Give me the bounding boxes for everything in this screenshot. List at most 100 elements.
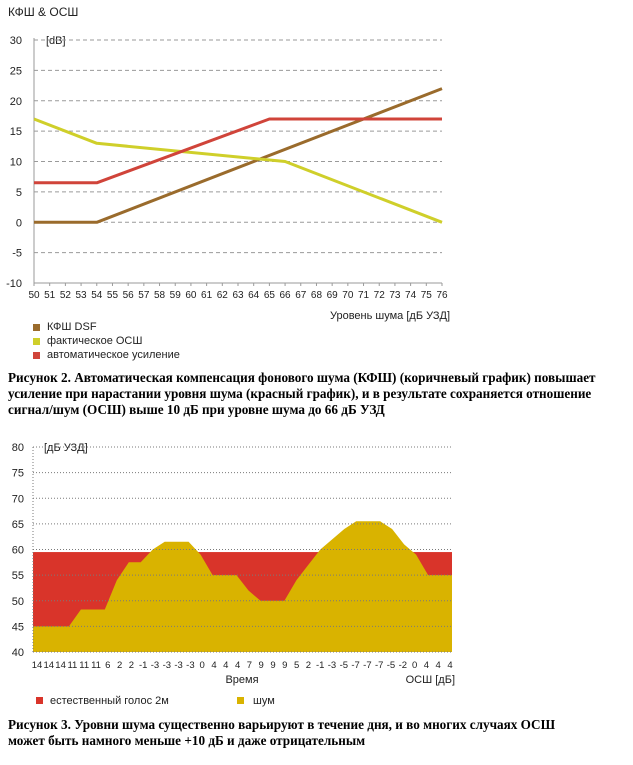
chart2-x-tick: -7 — [363, 660, 371, 671]
chart1-legend: КФШ DSF фактическое ОСШ автоматическое у… — [33, 320, 180, 362]
chart2-x-tick: 14 — [55, 660, 66, 671]
legend-swatch-actual-snr — [33, 337, 40, 345]
legend-label-dsf: КФШ DSF — [47, 321, 97, 333]
chart2-y-tick: 65 — [12, 519, 24, 531]
chart2-x-tick: 0 — [412, 660, 417, 671]
chart1-x-tick: 75 — [421, 290, 433, 301]
chart2-x-tick: -3 — [186, 660, 194, 671]
chart1-x-tick: 62 — [217, 290, 229, 301]
chart2-x-tick: 11 — [79, 660, 89, 671]
chart1-series-line-2 — [34, 117, 442, 185]
chart1-series-line-0 — [34, 87, 443, 224]
chart1-x-tick: 64 — [248, 290, 260, 301]
chart2-x-tick: -3 — [328, 660, 336, 671]
chart2-x-tick: 9 — [282, 660, 287, 671]
figure2-caption: Рисунок 2. Автоматическая компенсация фо… — [8, 370, 596, 417]
legend-item-auto-gain: автоматическое усиление — [33, 348, 180, 362]
chart2-x-tick: -2 — [399, 660, 407, 671]
chart1-x-tick: 53 — [76, 290, 88, 301]
chart1-x-tick: 63 — [232, 290, 244, 301]
chart2-x-tick: 4 — [436, 660, 441, 671]
chart2-x-tick: 2 — [306, 660, 311, 671]
chart1-x-tick: 59 — [170, 290, 182, 301]
chart1-x-tick: 76 — [436, 290, 448, 301]
chart1-x-tick: 54 — [91, 290, 103, 301]
chart1-x-tick: 52 — [60, 290, 72, 301]
chart2-x-tick: 4 — [424, 660, 429, 671]
chart1-x-tick: 70 — [342, 290, 354, 301]
chart2-x-tick: 6 — [105, 660, 110, 671]
chart1-y-tick: -10 — [6, 278, 22, 290]
chart1-x-tick: 56 — [123, 290, 135, 301]
chart2-x-tick: 14 — [44, 660, 55, 671]
legend-label-noise: шум — [253, 695, 275, 707]
chart1-y-tick: 15 — [10, 126, 22, 138]
chart2-x-tick: 4 — [235, 660, 240, 671]
legend-swatch-auto-gain — [33, 351, 40, 359]
chart2-x-tick: -7 — [351, 660, 359, 671]
legend-label-actual-snr: фактическое ОСШ — [47, 335, 143, 347]
chart2-x-tick: -1 — [139, 660, 147, 671]
legend-swatch-noise — [237, 697, 244, 704]
chart1-y-tick: 30 — [10, 35, 22, 47]
chart1-title: КФШ & ОСШ — [8, 5, 78, 19]
chart2-x-tick: 11 — [91, 660, 101, 671]
chart1-y-tick: 5 — [16, 187, 22, 199]
chart1-y-tick: 0 — [16, 217, 22, 229]
chart2-y-tick: 75 — [12, 468, 24, 480]
chart1-x-tick: 61 — [201, 290, 213, 301]
chart1-x-tick: 50 — [28, 290, 40, 301]
chart1-x-tick: 57 — [138, 290, 150, 301]
chart1-x-tick: 72 — [374, 290, 386, 301]
legend-swatch-dsf — [33, 323, 40, 331]
chart2-x-tick: -1 — [316, 660, 324, 671]
chart1-x-tick: 73 — [389, 290, 401, 301]
chart2-x-tick: 4 — [211, 660, 216, 671]
chart2-y-tick: 80 — [12, 442, 24, 454]
legend-item-actual-snr: фактическое ОСШ — [33, 334, 180, 348]
chart2-y-tick: 60 — [12, 545, 24, 557]
chart2-x-tick: 2 — [117, 660, 122, 671]
chart2-x-tick: -3 — [151, 660, 159, 671]
chart1-x-tick: 69 — [327, 290, 339, 301]
chart1-x-tick: 66 — [280, 290, 292, 301]
chart2-x-tick: -7 — [375, 660, 383, 671]
chart2-y-tick: 50 — [12, 596, 24, 608]
figure3-caption: Рисунок 3. Уровни шума существенно варьи… — [8, 717, 556, 748]
chart2-x-label: Время — [225, 674, 258, 686]
chart2-x-tick: 9 — [270, 660, 275, 671]
chart1-x-tick: 58 — [154, 290, 166, 301]
chart2-noise-area — [33, 521, 452, 652]
chart2-y-tick: 55 — [12, 570, 24, 582]
legend-label-natural-voice: естественный голос 2м — [50, 695, 169, 707]
legend-label-auto-gain: автоматическое усиление — [47, 349, 180, 361]
chart2-x-tick: -3 — [174, 660, 182, 671]
chart1-y-tick: 20 — [10, 96, 22, 108]
chart1-x-tick: 68 — [311, 290, 323, 301]
chart1-x-tick: 60 — [185, 290, 197, 301]
chart1-x-tick: 51 — [44, 290, 56, 301]
chart1-x-label: Уровень шума [дБ УЗД] — [330, 310, 450, 322]
chart2-y-tick: 40 — [12, 647, 24, 659]
chart1-series-line-1 — [33, 117, 443, 224]
chart1-y-tick: -5 — [12, 248, 22, 260]
chart2-x-tick: 9 — [259, 660, 264, 671]
chart2-x-tick: -5 — [340, 660, 348, 671]
chart2-x-tick: -5 — [387, 660, 395, 671]
chart2-x-tick: 4 — [447, 660, 452, 671]
chart2-x-tick: -3 — [163, 660, 171, 671]
chart1-y-unit: [dB] — [46, 35, 66, 47]
chart1-x-tick: 65 — [264, 290, 276, 301]
chart2-y-tick: 70 — [12, 493, 24, 505]
chart2-x-tick: 7 — [247, 660, 252, 671]
chart2-x-tick: 14 — [32, 660, 43, 671]
chart2-y-tick: 45 — [12, 621, 24, 633]
chart1-y-tick: 10 — [10, 157, 22, 169]
chart1-y-tick: 25 — [10, 65, 22, 77]
chart2-x-tick: 11 — [67, 660, 77, 671]
chart2-x-tick: 5 — [294, 660, 299, 671]
chart2-y-unit: [дБ УЗД] — [44, 442, 88, 454]
chart1-x-tick: 71 — [358, 290, 370, 301]
